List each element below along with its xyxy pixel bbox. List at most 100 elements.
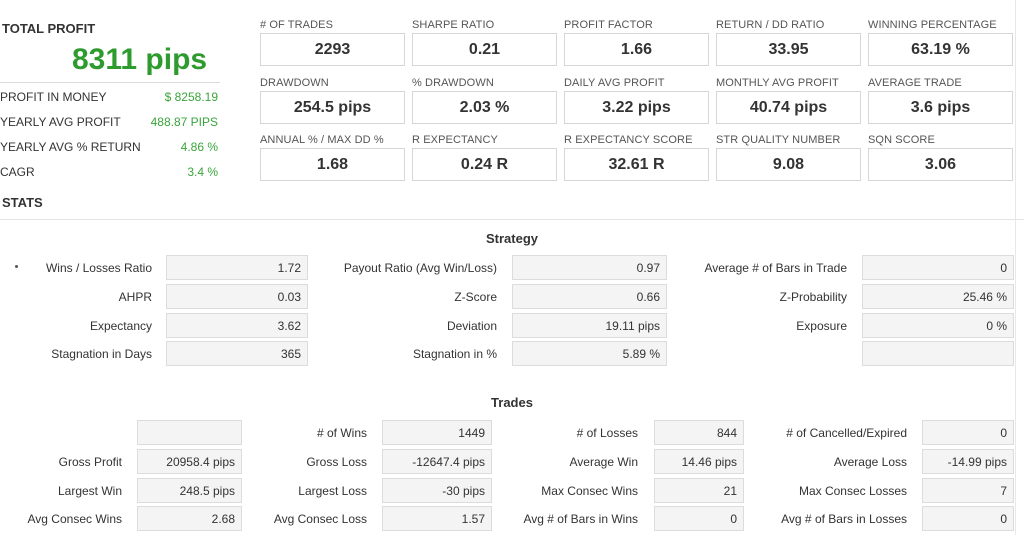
strategy-label: Stagnation in % [412, 347, 497, 361]
metric-card-trades: # OF TRADES 2293 [260, 19, 405, 69]
strategy-value: 5.89 % [512, 341, 667, 366]
strategy-value: 0 % [862, 313, 1014, 338]
trades-title: Trades [491, 395, 533, 410]
trades-value: 0 [922, 506, 1014, 531]
strategy-value: 19.11 pips [512, 313, 667, 338]
summary-row-profit-money: PROFIT IN MONEY $ 8258.19 [0, 90, 220, 110]
metric-card-r-expectancy: R EXPECTANCY 0.24 R [412, 134, 557, 184]
trades-value: 20958.4 pips [137, 449, 242, 474]
strategy-label: Wins / Losses Ratio [45, 261, 152, 275]
metric-label: SQN SCORE [868, 134, 935, 146]
metric-label: # OF TRADES [260, 19, 334, 31]
trades-value: 21 [654, 478, 744, 503]
metric-value: 63.19 % [868, 33, 1013, 66]
divider [0, 82, 220, 83]
metric-label: MONTHLY AVG PROFIT [716, 77, 839, 89]
strategy-label: Deviation [446, 319, 497, 333]
trades-value: 2.68 [137, 506, 242, 531]
trades-label: Largest Loss [298, 484, 367, 498]
metric-value: 1.68 [260, 148, 405, 181]
trades-value [137, 420, 242, 445]
strategy-label: Payout Ratio (Avg Win/Loss) [343, 261, 497, 275]
trades-label: # of Wins [316, 426, 367, 440]
metric-label: R EXPECTANCY [412, 134, 498, 146]
trades-label: Largest Win [57, 484, 122, 498]
trades-value: -30 pips [382, 478, 492, 503]
strategy-value: 1.72 [166, 255, 308, 280]
metric-value: 3.22 pips [564, 91, 709, 124]
metric-label: DAILY AVG PROFIT [564, 77, 665, 89]
metric-card-pct-drawdown: % DRAWDOWN 2.03 % [412, 77, 557, 127]
metric-card-str-quality: STR QUALITY NUMBER 9.08 [716, 134, 861, 184]
trades-value: 14.46 pips [654, 449, 744, 474]
metric-label: WINNING PERCENTAGE [868, 19, 997, 31]
trades-label: Avg # of Bars in Wins [523, 512, 639, 526]
trades-value: 844 [654, 420, 744, 445]
trades-label: Average Win [569, 455, 638, 469]
metric-card-annual-maxdd: ANNUAL % / MAX DD % 1.68 [260, 134, 405, 184]
strategy-title: Strategy [485, 231, 539, 246]
strategy-value: 0.66 [512, 284, 667, 309]
strategy-value: 0 [862, 255, 1014, 280]
metric-value: 1.66 [564, 33, 709, 66]
metric-value: 0.24 R [412, 148, 557, 181]
metric-card-profit-factor: PROFIT FACTOR 1.66 [564, 19, 709, 69]
metric-value: 40.74 pips [716, 91, 861, 124]
strategy-label: Expectancy [89, 319, 152, 333]
trades-label: # of Cancelled/Expired [786, 426, 907, 440]
strategy-value: 365 [166, 341, 308, 366]
strategy-value [862, 341, 1014, 366]
summary-value: 488.87 PIPS [150, 115, 218, 129]
metric-value: 254.5 pips [260, 91, 405, 124]
metric-label: PROFIT FACTOR [564, 19, 653, 31]
metric-card-sqn: SQN SCORE 3.06 [868, 134, 1013, 184]
trades-label: Gross Profit [58, 455, 122, 469]
strategy-label: AHPR [118, 290, 152, 304]
bullet-dot [15, 265, 18, 268]
metric-label: ANNUAL % / MAX DD % [260, 134, 384, 146]
metric-card-daily-avg: DAILY AVG PROFIT 3.22 pips [564, 77, 709, 127]
trades-label: Avg # of Bars in Losses [781, 512, 907, 526]
metric-card-sharpe: SHARPE RATIO 0.21 [412, 19, 557, 69]
metric-value: 0.21 [412, 33, 557, 66]
metric-card-drawdown: DRAWDOWN 254.5 pips [260, 77, 405, 127]
summary-label: CAGR [0, 165, 35, 179]
metric-value: 3.06 [868, 148, 1013, 181]
metric-card-monthly-avg: MONTHLY AVG PROFIT 40.74 pips [716, 77, 861, 127]
trades-label: Avg Consec Loss [273, 512, 367, 526]
metric-label: DRAWDOWN [260, 77, 329, 89]
strategy-label: Stagnation in Days [51, 347, 152, 361]
strategy-label: Exposure [796, 319, 847, 333]
trades-value: 0 [922, 420, 1014, 445]
summary-row-yearly-avg-return: YEARLY AVG % RETURN 4.86 % [0, 140, 220, 160]
metric-value: 32.61 R [564, 148, 709, 181]
stats-title: STATS [2, 195, 43, 210]
summary-label: YEARLY AVG PROFIT [0, 115, 121, 129]
strategy-value: 0.97 [512, 255, 667, 280]
metric-label: AVERAGE TRADE [868, 77, 962, 89]
strategy-label: Average # of Bars in Trade [704, 261, 847, 275]
trades-value: 1.57 [382, 506, 492, 531]
metric-value: 2.03 % [412, 91, 557, 124]
metric-card-winning-pct: WINNING PERCENTAGE 63.19 % [868, 19, 1013, 69]
strategy-label: Z-Probability [779, 290, 847, 304]
strategy-label: Z-Score [454, 290, 497, 304]
summary-value: $ 8258.19 [164, 90, 218, 104]
metric-value: 33.95 [716, 33, 861, 66]
section-divider [0, 219, 1024, 220]
trades-label: Avg Consec Wins [27, 512, 122, 526]
trades-value: 0 [654, 506, 744, 531]
trades-value: -14.99 pips [922, 449, 1014, 474]
metric-card-return-dd: RETURN / DD RATIO 33.95 [716, 19, 861, 69]
total-profit-label: TOTAL PROFIT [2, 21, 96, 36]
strategy-value: 0.03 [166, 284, 308, 309]
summary-value: 4.86 % [180, 140, 218, 154]
scroll-edge [1015, 0, 1016, 535]
trades-label: # of Losses [576, 426, 638, 440]
trades-label: Max Consec Wins [541, 484, 638, 498]
metric-card-average-trade: AVERAGE TRADE 3.6 pips [868, 77, 1013, 127]
metric-label: STR QUALITY NUMBER [716, 134, 841, 146]
metric-label: % DRAWDOWN [412, 77, 494, 89]
summary-label: YEARLY AVG % RETURN [0, 140, 141, 154]
metric-label: RETURN / DD RATIO [716, 19, 825, 31]
